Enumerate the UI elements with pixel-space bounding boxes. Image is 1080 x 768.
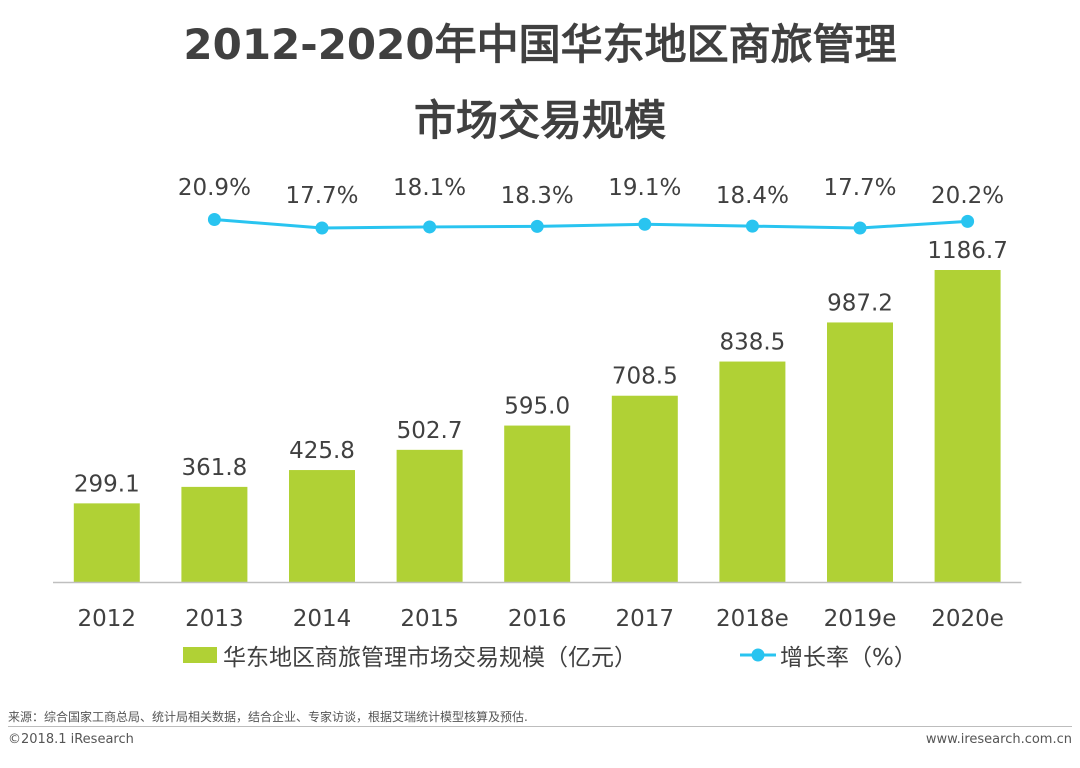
growth-rate-point xyxy=(961,214,975,228)
growth-rate-point xyxy=(853,221,867,235)
legend-bar-swatch xyxy=(183,647,217,663)
bar-2019e xyxy=(827,322,893,582)
growth-rate-point xyxy=(423,220,437,234)
growth-rate-label: 18.3% xyxy=(501,183,574,209)
bar-2013 xyxy=(181,486,248,582)
bar-2014 xyxy=(289,470,355,582)
bar-value-label: 361.8 xyxy=(181,455,247,481)
bar-value-label: 987.2 xyxy=(827,290,893,316)
growth-rate-label: 17.7% xyxy=(823,175,896,201)
chart-title-line-1: 2012-2020年中国华东地区商旅管理 xyxy=(183,20,897,69)
x-tick-label: 2019e xyxy=(824,606,897,632)
growth-rate-label: 20.2% xyxy=(931,183,1004,209)
chart-area: 299.1 361.8 425.8 502.7 595.0 708.5 838.5 987.2… xyxy=(53,175,1022,671)
chart-title-line-2: 市场交易规模 xyxy=(413,96,666,145)
x-tick-label: 2016 xyxy=(508,606,567,632)
legend-bar-label: 华东地区商旅管理市场交易规模（亿元） xyxy=(223,645,637,671)
bar-2012 xyxy=(73,503,140,582)
legend-line-marker xyxy=(751,648,765,662)
growth-rate-point xyxy=(207,213,221,226)
growth-rate-label: 18.1% xyxy=(393,175,466,201)
growth-rate-label: 17.7% xyxy=(285,183,358,209)
website-link[interactable]: www.iresearch.com.cn xyxy=(925,732,1072,747)
legend-line-label: 增长率（%） xyxy=(780,645,917,671)
bar-2020e xyxy=(934,270,1001,582)
bar-value-label: 708.5 xyxy=(612,364,678,390)
x-tick-label: 2012 xyxy=(78,606,137,632)
bar-value-label: 838.5 xyxy=(719,330,785,356)
x-tick-label: 2015 xyxy=(400,606,459,632)
growth-rate-point xyxy=(745,219,759,233)
growth-rate-label: 20.9% xyxy=(178,175,251,201)
bar-2015 xyxy=(396,449,463,582)
copyright: ©2018.1 iResearch xyxy=(8,732,134,747)
x-tick-label: 2013 xyxy=(185,606,244,632)
growth-rate-point xyxy=(638,217,652,231)
bar-value-label: 1186.7 xyxy=(927,238,1007,264)
bar-value-label: 595.0 xyxy=(504,394,570,420)
x-tick-label: 2014 xyxy=(293,606,352,632)
growth-rate-label: 18.4% xyxy=(716,183,789,209)
bar-2017 xyxy=(611,395,678,582)
bar-2018e xyxy=(719,361,786,582)
growth-rate-point xyxy=(530,219,544,233)
growth-rate-label: 19.1% xyxy=(608,175,681,201)
bar-value-label: 299.1 xyxy=(74,471,140,497)
growth-rate-line xyxy=(214,218,968,230)
footer-divider xyxy=(8,726,1072,727)
growth-rate-point xyxy=(315,221,329,235)
x-tick-label: 2020e xyxy=(931,606,1004,632)
bar-value-label: 502.7 xyxy=(397,418,463,444)
source-note: 来源：综合国家工商总局、统计局相关数据，结合企业、专家访谈，根据艾瑞统计模型核算… xyxy=(8,710,528,724)
bar-value-label: 425.8 xyxy=(289,438,355,464)
x-tick-label: 2018e xyxy=(716,606,789,632)
bar-2016 xyxy=(504,425,571,582)
x-tick-label: 2017 xyxy=(616,606,675,632)
